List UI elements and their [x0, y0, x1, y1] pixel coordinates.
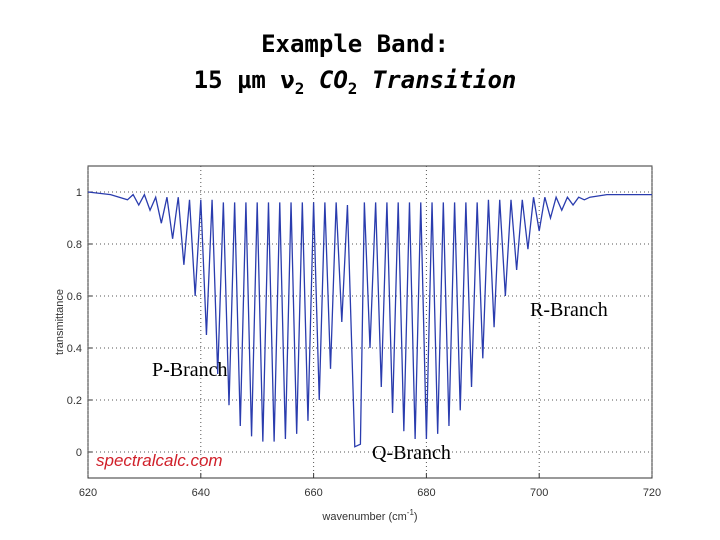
subtitle: 15 µm ν2 CO2 Transition	[194, 66, 517, 98]
x-tick-label: 640	[192, 487, 210, 499]
spectrum-line	[87, 191, 652, 448]
y-tick-label: 1	[76, 187, 82, 199]
x-label-part: -1	[407, 508, 415, 517]
y-tick-label: 0	[76, 447, 82, 459]
x-tick-label: 720	[643, 487, 661, 499]
y-tick-label: 0.8	[67, 239, 82, 251]
x-tick-label: 700	[530, 487, 548, 499]
plot-frame	[87, 165, 653, 479]
watermark: spectralcalc.com	[96, 451, 223, 470]
subtitle-part: 2	[348, 79, 358, 98]
subtitle-part: CO	[304, 66, 347, 94]
y-axis-label: transmittance	[54, 289, 66, 355]
title: Example Band:	[261, 30, 449, 58]
grid: 0 0.2 0.4 0.6 0.8 1 620 640 660 680 700 720	[67, 166, 661, 499]
annotation: P-Branch	[152, 359, 228, 381]
x-label-part: )	[414, 511, 418, 523]
subtitle-part: Transition	[357, 66, 516, 94]
subtitle-part: 15 µm ν	[194, 66, 295, 94]
x-tick-label: 660	[304, 487, 322, 499]
annotation: Q-Branch	[372, 442, 451, 464]
subtitle-part: 2	[295, 79, 305, 98]
y-tick-label: 0.4	[67, 343, 82, 355]
annotation: R-Branch	[530, 299, 608, 321]
x-label-part: wavenumber (cm	[321, 511, 406, 523]
y-tick-label: 0.2	[67, 395, 82, 407]
x-axis-label: wavenumber (cm-1)	[321, 508, 417, 523]
x-tick-label: 620	[79, 487, 97, 499]
marks	[87, 191, 652, 448]
x-tick-label: 680	[417, 487, 435, 499]
y-tick-label: 0.6	[67, 291, 82, 303]
